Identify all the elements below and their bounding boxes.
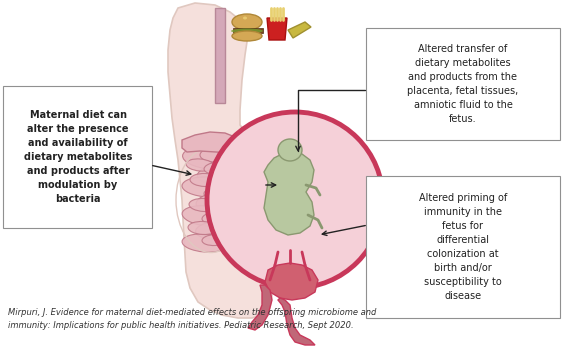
Ellipse shape	[202, 234, 228, 246]
Ellipse shape	[278, 139, 302, 161]
Ellipse shape	[232, 14, 262, 30]
Polygon shape	[168, 3, 330, 318]
Ellipse shape	[189, 199, 219, 212]
Polygon shape	[264, 152, 314, 235]
Bar	[233, 28, 263, 33]
Ellipse shape	[188, 221, 218, 234]
Ellipse shape	[202, 212, 230, 224]
FancyBboxPatch shape	[366, 176, 560, 318]
Polygon shape	[248, 285, 272, 330]
Polygon shape	[182, 132, 240, 153]
Ellipse shape	[231, 29, 263, 33]
Ellipse shape	[195, 221, 240, 239]
Ellipse shape	[190, 174, 220, 187]
Polygon shape	[265, 263, 318, 300]
Polygon shape	[288, 22, 311, 38]
Ellipse shape	[204, 162, 232, 174]
Ellipse shape	[182, 147, 237, 169]
Ellipse shape	[182, 206, 232, 226]
Ellipse shape	[182, 177, 234, 197]
Polygon shape	[278, 298, 315, 345]
Ellipse shape	[182, 234, 228, 252]
Ellipse shape	[204, 187, 232, 199]
Text: Altered transfer of
dietary metabolites
and products from the
placenta, fetal ti: Altered transfer of dietary metabolites …	[407, 44, 519, 124]
Ellipse shape	[200, 148, 230, 162]
Polygon shape	[267, 18, 287, 40]
Text: Mirpuri, J. Evidence for maternal diet-mediated effects on the offspring microbi: Mirpuri, J. Evidence for maternal diet-m…	[8, 308, 377, 329]
Ellipse shape	[232, 31, 262, 41]
Ellipse shape	[197, 163, 247, 183]
Text: Maternal diet can
alter the presence
and availability of
dietary metabolites
and: Maternal diet can alter the presence and…	[24, 110, 132, 204]
Ellipse shape	[196, 192, 244, 212]
FancyBboxPatch shape	[366, 28, 560, 140]
Text: Altered priming of
immunity in the
fetus for
differential
colonization at
birth : Altered priming of immunity in the fetus…	[419, 193, 507, 301]
Bar	[215, 8, 225, 103]
Ellipse shape	[186, 159, 214, 171]
Ellipse shape	[207, 112, 383, 288]
Ellipse shape	[243, 17, 247, 19]
FancyBboxPatch shape	[3, 86, 152, 228]
